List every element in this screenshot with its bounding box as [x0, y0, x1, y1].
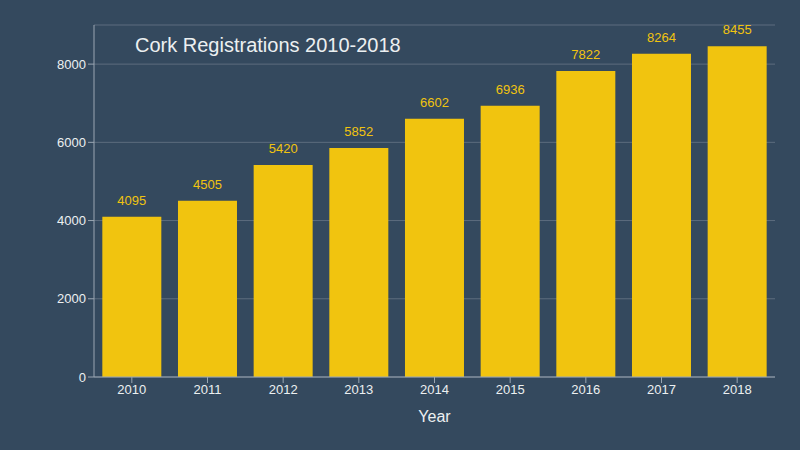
- svg-text:2012: 2012: [269, 382, 298, 397]
- svg-text:5420: 5420: [269, 141, 298, 156]
- html-text:Cork Registrations 2010-2018: Cork Registrations 2010-2018: [135, 34, 401, 56]
- svg-text:0: 0: [79, 370, 86, 385]
- svg-text:2011: 2011: [194, 382, 222, 397]
- svg-text:2015: 2015: [496, 382, 525, 397]
- svg-text:4000: 4000: [57, 213, 86, 228]
- svg-text:Year: Year: [418, 408, 451, 425]
- svg-text:8455: 8455: [723, 22, 752, 37]
- svg-text:2014: 2014: [420, 382, 449, 397]
- svg-text:8000: 8000: [57, 57, 86, 72]
- svg-text:7822: 7822: [571, 47, 600, 62]
- svg-text:6936: 6936: [496, 82, 525, 97]
- svg-text:6000: 6000: [57, 135, 86, 150]
- svg-text:4095: 4095: [117, 193, 146, 208]
- svg-text:4505: 4505: [193, 177, 222, 192]
- svg-text:2013: 2013: [344, 382, 373, 397]
- svg-text:5852: 5852: [344, 124, 373, 139]
- svg-text:2016: 2016: [571, 382, 600, 397]
- svg-text:6602: 6602: [420, 95, 449, 110]
- svg-text:2018: 2018: [723, 382, 752, 397]
- svg-text:8264: 8264: [647, 30, 676, 45]
- svg-text:2000: 2000: [57, 291, 86, 306]
- svg-text:2017: 2017: [647, 382, 676, 397]
- svg-text:2010: 2010: [117, 382, 146, 397]
